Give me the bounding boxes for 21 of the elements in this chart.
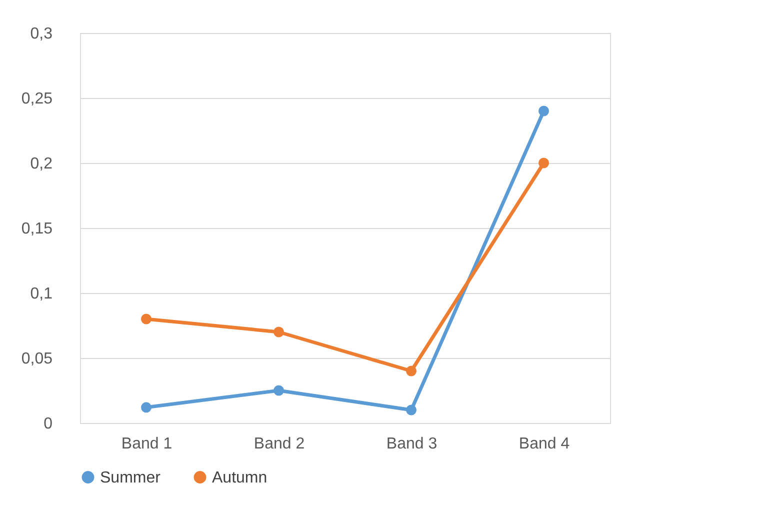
legend-label: Autumn — [212, 469, 268, 486]
point — [406, 404, 416, 416]
legend-label: Summer — [100, 469, 162, 486]
point — [538, 158, 549, 168]
point — [406, 366, 416, 376]
x-tick-label: Band 2 — [254, 436, 305, 452]
y-tick-label: 0,3 — [30, 26, 53, 42]
point — [274, 385, 284, 396]
y-tick-label: 0,05 — [21, 350, 53, 368]
x-tick-label: Band 4 — [518, 436, 570, 452]
point — [141, 402, 152, 413]
point — [141, 314, 152, 324]
x-tick-label: Band 3 — [386, 436, 438, 452]
y-tick-label: 0,1 — [30, 286, 53, 302]
point — [538, 106, 549, 116]
point — [274, 326, 284, 338]
y-tick-label: 0,25 — [21, 90, 53, 108]
y-tick-label: 0 — [44, 416, 53, 432]
x-tick-label: Band 1 — [121, 436, 172, 452]
y-tick-label: 0,2 — [30, 156, 53, 172]
y-tick-label: 0,15 — [21, 220, 53, 238]
